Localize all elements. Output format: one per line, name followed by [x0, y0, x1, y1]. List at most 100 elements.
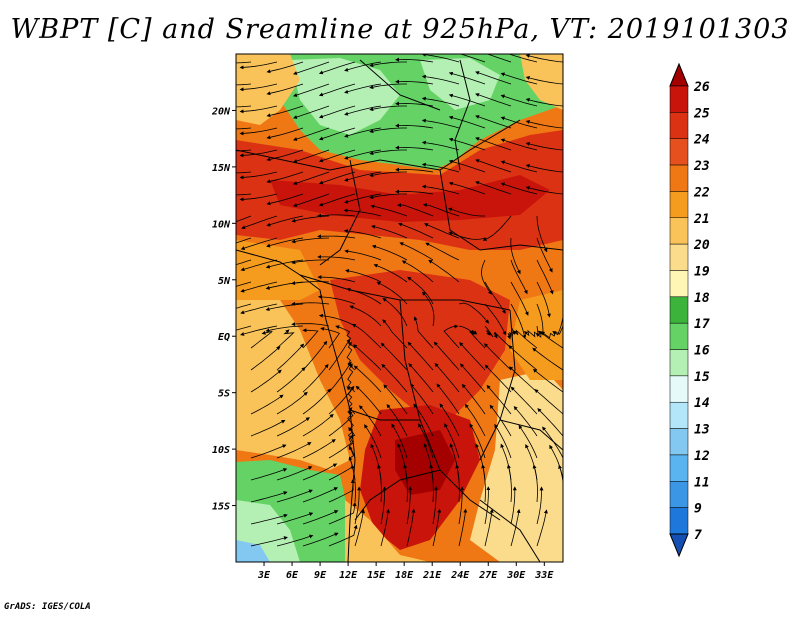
streamline [250, 513, 288, 525]
streamline [236, 237, 252, 244]
west-coast-yellow [236, 300, 350, 470]
streamline [407, 341, 434, 371]
streamline [484, 486, 491, 525]
colorbar-label: 12 [694, 449, 710, 464]
streamline [500, 72, 538, 85]
streamline [475, 93, 512, 107]
lat-tick-label: 5N [218, 276, 231, 287]
streamline [469, 330, 486, 349]
streamline [475, 71, 512, 85]
streamline [236, 171, 252, 174]
streamline [266, 237, 304, 248]
streamline [398, 222, 434, 239]
country-borders [236, 59, 563, 562]
streamline [236, 193, 252, 196]
lon-tick-label: 33E [534, 570, 554, 581]
streamline [236, 303, 252, 309]
streamline [459, 363, 486, 393]
streamline [432, 486, 439, 525]
streamline [447, 207, 485, 217]
streamline [239, 61, 278, 70]
streamline [380, 342, 408, 371]
streamline [489, 404, 512, 437]
colorbar-label: 21 [693, 212, 710, 227]
streamline [369, 105, 407, 112]
colorbar-bottom-arrow [669, 533, 689, 558]
streamline [500, 138, 538, 151]
streamline [291, 322, 330, 327]
streamline [525, 186, 563, 195]
streamline [536, 215, 548, 253]
streamline [240, 237, 278, 250]
streamline [464, 403, 486, 437]
streamline [317, 234, 356, 239]
colorbar-segment [669, 270, 689, 298]
streamline [358, 405, 382, 437]
streamline [236, 61, 252, 64]
streamline [353, 365, 382, 393]
streamline [250, 491, 288, 503]
streamline [406, 486, 413, 525]
streamline [448, 159, 486, 173]
streamline [344, 149, 382, 160]
streamline [510, 386, 538, 415]
streamline [239, 83, 278, 92]
colorbar-segment [669, 454, 689, 482]
north-lightgreen-region-2 [420, 58, 500, 110]
northwest-yellow-region [236, 54, 300, 125]
lat-tick-label: 15S [212, 502, 230, 513]
streamline [380, 508, 391, 547]
colorbar-label: 17 [694, 317, 710, 332]
streamline [508, 345, 538, 371]
streamline [433, 341, 460, 371]
streamline [459, 342, 486, 371]
lon-tick-label: 9E [314, 570, 327, 581]
lon-tick-label: 6E [286, 570, 299, 581]
streamline [292, 171, 330, 185]
streamline [239, 171, 278, 180]
streamline [236, 281, 252, 287]
credit-label: GrADS: IGES/COLA [4, 602, 91, 612]
streamline [347, 426, 356, 459]
streamline [532, 464, 538, 503]
streamline [265, 325, 304, 333]
streamline [455, 464, 460, 503]
streamline [525, 120, 563, 129]
colorbar-segment [669, 322, 689, 350]
streamline [536, 486, 544, 525]
streamline [537, 408, 563, 437]
streamline [458, 508, 468, 547]
streamline [239, 149, 278, 158]
colorbar-label: 9 [694, 502, 702, 517]
streamline [413, 403, 434, 437]
streamline [475, 137, 512, 151]
streamline [422, 203, 460, 217]
streamline [344, 105, 382, 116]
streamline [369, 193, 407, 200]
streamline [513, 405, 538, 437]
streamline [410, 383, 434, 415]
streamline [302, 510, 339, 525]
lon-tick-label: 18E [395, 570, 414, 581]
streamline [380, 486, 387, 525]
streamline [250, 369, 282, 393]
colorbar-segment [669, 85, 689, 113]
streamline [318, 83, 356, 97]
colorbar-label: 25 [693, 106, 710, 121]
colorbar-label: 7 [694, 528, 702, 543]
streamline [292, 61, 330, 75]
streamline [506, 464, 512, 503]
streamline [425, 242, 460, 261]
streamline [534, 388, 563, 415]
lon-tick-label: 21E [422, 570, 442, 581]
streamline [459, 54, 486, 63]
streamline [369, 149, 407, 156]
streamline [562, 238, 563, 239]
streamline [317, 294, 356, 305]
streamline [382, 319, 408, 349]
streamline [343, 208, 382, 217]
streamline [484, 303, 507, 336]
streamline [536, 281, 551, 318]
streamline [421, 118, 460, 129]
streamline [395, 145, 434, 151]
